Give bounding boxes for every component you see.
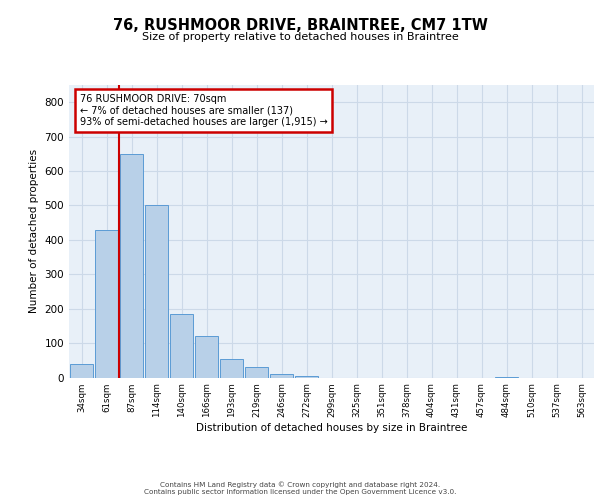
Bar bbox=[95, 230, 118, 378]
Bar bbox=[145, 206, 169, 378]
Y-axis label: Number of detached properties: Number of detached properties bbox=[29, 149, 39, 314]
Text: 76 RUSHMOOR DRIVE: 70sqm
← 7% of detached houses are smaller (137)
93% of semi-d: 76 RUSHMOOR DRIVE: 70sqm ← 7% of detache… bbox=[79, 94, 327, 127]
Bar bbox=[245, 367, 268, 378]
Bar bbox=[119, 154, 143, 378]
Bar bbox=[194, 336, 218, 378]
Text: Size of property relative to detached houses in Braintree: Size of property relative to detached ho… bbox=[142, 32, 458, 42]
Bar bbox=[295, 376, 319, 378]
Text: 76, RUSHMOOR DRIVE, BRAINTREE, CM7 1TW: 76, RUSHMOOR DRIVE, BRAINTREE, CM7 1TW bbox=[113, 18, 487, 32]
Bar bbox=[269, 374, 293, 378]
X-axis label: Distribution of detached houses by size in Braintree: Distribution of detached houses by size … bbox=[196, 423, 467, 433]
Bar bbox=[170, 314, 193, 378]
Text: Contains HM Land Registry data © Crown copyright and database right 2024.
Contai: Contains HM Land Registry data © Crown c… bbox=[144, 482, 456, 495]
Bar bbox=[220, 358, 244, 378]
Bar bbox=[70, 364, 94, 378]
